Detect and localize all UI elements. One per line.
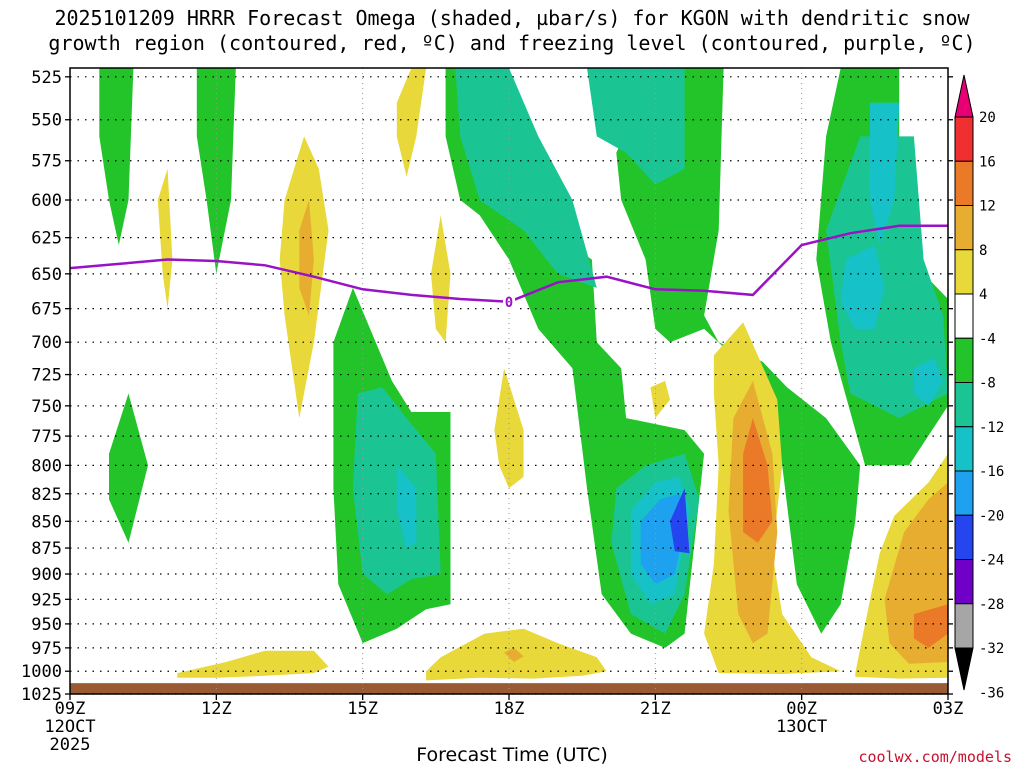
colorbar-bottom-arrow [954, 647, 974, 691]
omega-region--16-14 [870, 102, 900, 245]
ytick-label-1025: 1025 [21, 685, 62, 705]
colorbar-box--36 [954, 603, 974, 649]
omega-region-8-29 [299, 200, 314, 316]
colorbar-label--32: -32 [979, 641, 1004, 657]
omega-region-12-33 [743, 418, 773, 543]
colorbar-box--4 [954, 293, 974, 339]
colorbar-box-8 [954, 205, 974, 251]
colorbar-box-16 [954, 116, 974, 162]
ytick-label-825: 825 [31, 485, 62, 505]
colorbar-label--12: -12 [979, 420, 1004, 436]
colorbar-box--12 [954, 382, 974, 428]
omega-region-12-34 [913, 604, 948, 648]
omega-region--16-15 [840, 245, 885, 329]
ytick-label-675: 675 [31, 300, 62, 320]
omega-region--8-1 [196, 68, 236, 274]
colorbar-label-12: 12 [979, 199, 996, 215]
colorbar-label--28: -28 [979, 597, 1004, 613]
xtick-label-09Z: 09Z [55, 699, 86, 719]
ytick-label-775: 775 [31, 427, 62, 447]
freezing-level-label-bg [503, 292, 515, 310]
chart-title-line-2: growth region (contoured, red, ºC) and f… [48, 31, 976, 55]
ytick-label-725: 725 [31, 366, 62, 386]
ytick-label-925: 925 [31, 590, 62, 610]
xtick-label-18Z: 18Z [494, 699, 525, 719]
ytick-label-1000: 1000 [21, 662, 62, 682]
colorbar-box--16 [954, 426, 974, 472]
omega-region-4-22 [431, 215, 451, 343]
omega-region--8-0 [99, 68, 134, 245]
ytick-label-800: 800 [31, 456, 62, 476]
colorbar-box--8 [954, 337, 974, 383]
chart-title-line-1: 2025101209 HRRR Forecast Omega (shaded, … [54, 6, 970, 30]
ytick-label-875: 875 [31, 539, 62, 559]
colorbar-label-20: 20 [979, 110, 996, 126]
colorbar-box-12 [954, 160, 974, 206]
omega-region--8-2 [109, 393, 148, 543]
colorbar-label--8: -8 [979, 376, 996, 392]
colorbar-label--20: -20 [979, 508, 1004, 524]
omega-region--12-7 [455, 68, 597, 288]
freezing-level-label: 0 [505, 295, 513, 311]
colorbar-top-arrow [954, 74, 974, 118]
y-axis-ticks: 525 550 575 600 625 650 675 700 725 750 775 800 825 8… [21, 68, 953, 705]
omega-region--12-11 [826, 136, 948, 419]
ytick-label-950: 950 [31, 615, 62, 635]
xtick-date-09Z: 12OCT [44, 717, 95, 737]
colorbar-label--24: -24 [979, 553, 1004, 569]
ytick-label-700: 700 [31, 333, 62, 353]
omega-region--12-8 [587, 68, 685, 185]
xtick-label-21Z: 21Z [640, 699, 671, 719]
xtick-label-15Z: 15Z [347, 699, 378, 719]
xtick-label-00Z: 00Z [786, 699, 817, 719]
source-credit: coolwx.com/models [858, 748, 1012, 766]
chart-title: 2025101209 HRRR Forecast Omega (shaded, … [0, 6, 1024, 56]
x-axis-label: Forecast Time (UTC) [416, 744, 608, 766]
omega-region-8-30 [504, 647, 524, 662]
colorbar-box-4 [954, 249, 974, 295]
colorbar-label--36: -36 [979, 685, 1004, 701]
xtick-date-00Z: 13OCT [776, 717, 827, 737]
colorbar-label-8: 8 [979, 243, 987, 259]
ytick-label-600: 600 [31, 191, 62, 211]
freezing-level-contour: 0 [69, 224, 948, 311]
omega-region-4-27 [177, 650, 329, 678]
xtick-label-12Z: 12Z [201, 699, 232, 719]
omega-region--16-16 [913, 357, 944, 406]
colorbar-label-16: 16 [979, 154, 996, 170]
ytick-label-550: 550 [31, 111, 62, 131]
omega-region--8-5 [616, 68, 861, 634]
colorbar-box--24 [954, 514, 974, 560]
ytick-label-625: 625 [31, 229, 62, 249]
ytick-label-900: 900 [31, 565, 62, 585]
ytick-label-850: 850 [31, 512, 62, 532]
ytick-label-650: 650 [31, 265, 62, 285]
colorbar-label--16: -16 [979, 464, 1004, 480]
omega-region--16-12 [396, 465, 417, 548]
colorbar: 20 16 12 8 4 -4 -8 -12 -16 -20 -24 -28 -32 -36 [954, 74, 1004, 701]
xtick-label-03Z: 03Z [933, 699, 964, 719]
omega-region--24-18 [670, 488, 690, 554]
xtick-year-09Z: 2025 [50, 735, 91, 755]
omega-region-4-20 [396, 68, 427, 177]
ytick-label-975: 975 [31, 639, 62, 659]
colorbar-box--20 [954, 470, 974, 516]
omega-shaded-regions [99, 68, 948, 681]
colorbar-box--28 [954, 559, 974, 605]
ytick-label-525: 525 [31, 68, 62, 88]
colorbar-label-4: 4 [979, 287, 987, 303]
ytick-label-575: 575 [31, 152, 62, 172]
colorbar-label--4: -4 [979, 331, 996, 347]
ytick-label-750: 750 [31, 397, 62, 417]
